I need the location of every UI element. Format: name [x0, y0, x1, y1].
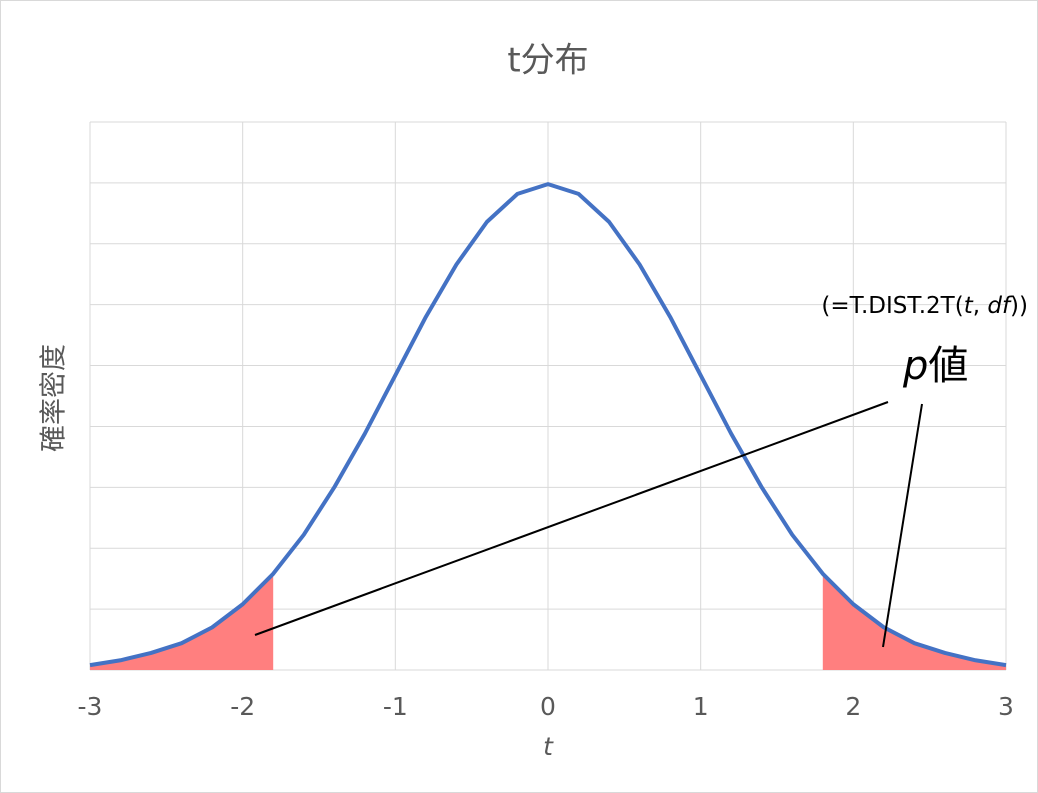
shaded-area [90, 573, 274, 670]
formula-part: df [987, 293, 1013, 319]
x-tick-label: 3 [998, 692, 1014, 721]
pointer-line [882, 403, 923, 648]
shaded-area [822, 573, 1006, 670]
y-axis-label: 確率密度 [39, 344, 70, 452]
x-tick-label: -2 [230, 692, 255, 721]
x-tick-label: -1 [383, 692, 408, 721]
p-part: 値 [928, 343, 968, 389]
pointer-line [254, 401, 889, 636]
formula-part: t [964, 293, 974, 319]
x-tick-label: 0 [540, 692, 556, 721]
formula-part: )) [1010, 293, 1028, 319]
chart-title: t分布 [507, 41, 588, 81]
x-tick-label: 2 [845, 692, 861, 721]
formula-part: , [973, 293, 988, 319]
formula-annotation: (=T.DIST.2T(t, df)) [821, 293, 1028, 319]
plot: -3 -2 -1 0 1 2 3 [78, 121, 1014, 721]
p-part: p [902, 343, 928, 389]
x-tick-label: -3 [78, 692, 103, 721]
density-curve [89, 182, 1007, 668]
x-axis-label: t [543, 732, 554, 761]
x-tick-label: 1 [693, 692, 709, 721]
p-value-annotation: p値 [902, 343, 968, 389]
formula-part: (=T.DIST.2T( [821, 293, 963, 319]
